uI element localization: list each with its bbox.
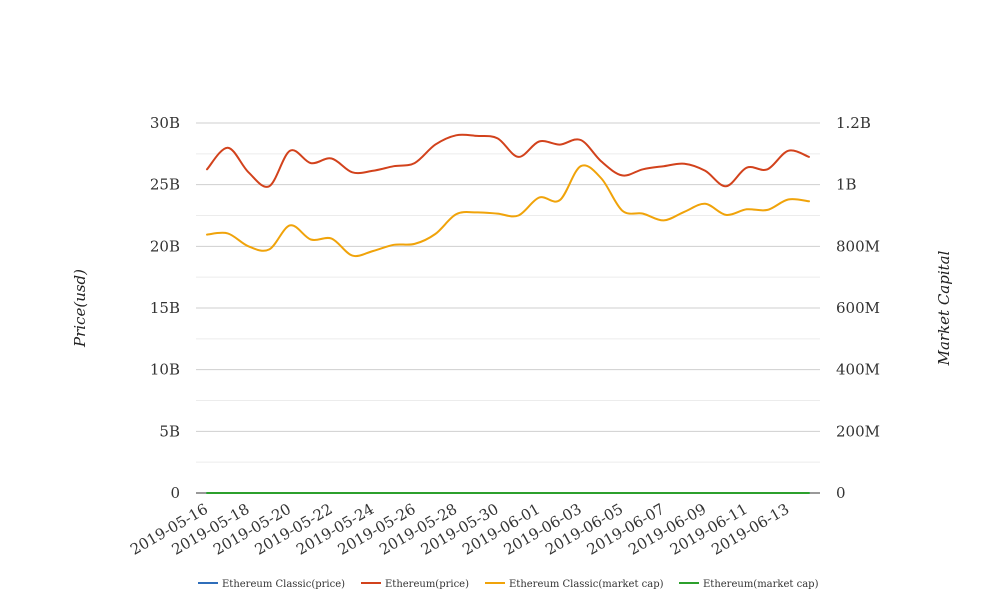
y-tick-label-left: 5B bbox=[159, 422, 180, 440]
y-tick-label-left: 30B bbox=[150, 114, 180, 132]
y-tick-label-left: 25B bbox=[150, 176, 180, 194]
y-axis-title-right: Market Capital bbox=[935, 250, 953, 366]
y-tick-label-left: 10B bbox=[150, 361, 180, 379]
y-tick-label-right: 0 bbox=[836, 484, 846, 502]
x-axis: 2019-05-162019-05-182019-05-202019-05-22… bbox=[127, 500, 792, 559]
series-line-ethereum-price bbox=[206, 133, 810, 188]
legend-label: Ethereum(market cap) bbox=[703, 579, 819, 590]
series-line-ethereum-classic-market-cap bbox=[206, 164, 810, 258]
grid bbox=[196, 122, 820, 494]
y-tick-label-right: 1B bbox=[836, 176, 857, 194]
series-lines bbox=[206, 133, 810, 495]
legend-label: Ethereum(price) bbox=[385, 579, 469, 590]
y-tick-label-left: 20B bbox=[150, 237, 180, 255]
legend-label: Ethereum Classic(price) bbox=[222, 579, 345, 590]
y-axis-title-left: Price(usd) bbox=[71, 269, 89, 348]
y-tick-label-right: 200M bbox=[836, 422, 880, 440]
y-tick-label-left: 0 bbox=[170, 484, 180, 502]
y-tick-label-left: 15B bbox=[150, 299, 180, 317]
legend: Ethereum Classic(price) Ethereum(price) Et… bbox=[198, 579, 819, 590]
y-tick-label-right: 1.2B bbox=[836, 114, 871, 132]
y-axis-left: 0 5B 10B 15B 20B 25B 30B bbox=[150, 114, 180, 502]
y-tick-label-right: 800M bbox=[836, 237, 880, 255]
y-tick-label-right: 600M bbox=[836, 299, 880, 317]
y-tick-label-right: 400M bbox=[836, 361, 880, 379]
y-axis-right: 0 200M 400M 600M 800M 1B 1.2B bbox=[836, 114, 880, 502]
legend-label: Ethereum Classic(market cap) bbox=[509, 579, 664, 590]
